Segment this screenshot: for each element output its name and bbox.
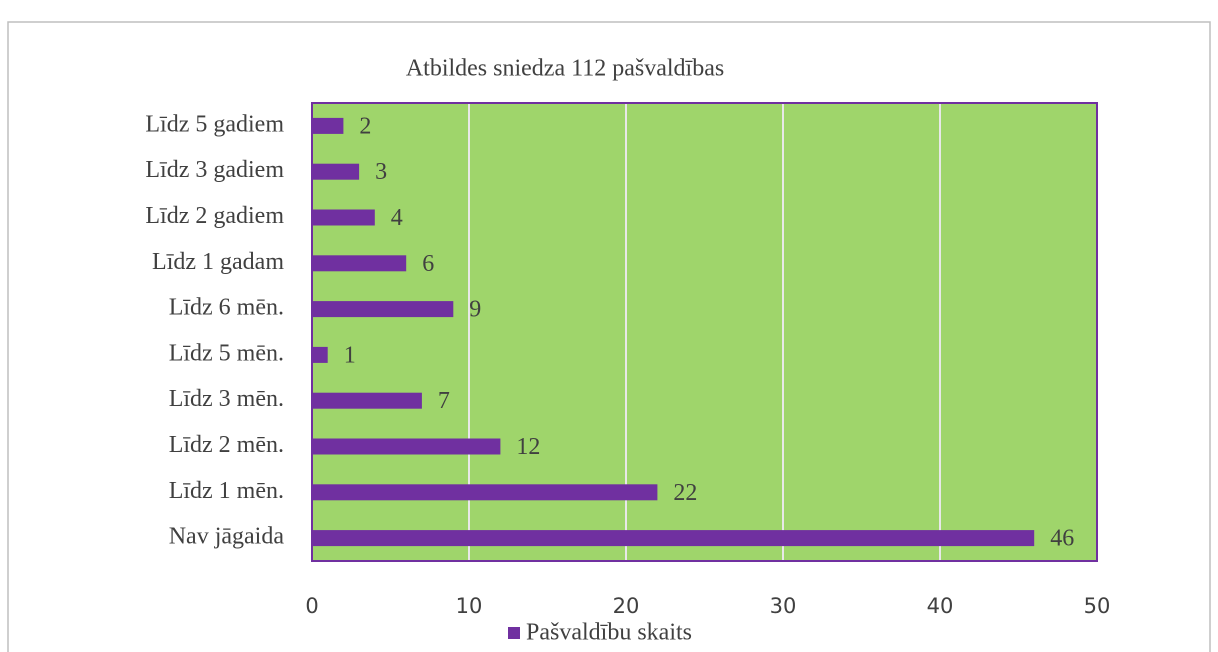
legend-label: Pašvaldību skaits: [526, 620, 692, 646]
data-label: 1: [344, 342, 356, 368]
bar: [312, 301, 454, 318]
y-tick-label: Līdz 2 mēn.: [169, 432, 284, 458]
bar: [312, 530, 1035, 547]
plot-border: [311, 102, 1098, 562]
x-tick-label: 30: [770, 594, 797, 618]
bar: [312, 484, 658, 501]
data-label: 7: [438, 388, 450, 414]
bar: [312, 117, 344, 134]
x-tick-label: 40: [927, 594, 954, 618]
x-tick-label: 50: [1084, 594, 1111, 618]
data-label: 6: [422, 251, 434, 277]
chart-title: Atbildes sniedza 112 pašvaldības: [406, 56, 724, 82]
legend-swatch: [508, 627, 520, 639]
x-tick-label: 0: [305, 594, 318, 618]
bar: [312, 209, 375, 226]
data-label: 9: [469, 297, 481, 323]
bar: [312, 438, 501, 455]
data-label: 22: [673, 480, 697, 506]
x-tick-label: 20: [613, 594, 640, 618]
y-tick-label: Līdz 3 gadiem: [145, 157, 284, 183]
y-tick-label: Līdz 5 mēn.: [169, 340, 284, 366]
y-tick-label: Līdz 2 gadiem: [145, 203, 284, 229]
y-tick-label: Līdz 3 mēn.: [169, 386, 284, 412]
y-tick-label: Nav jāgaida: [169, 524, 285, 550]
data-label: 46: [1050, 526, 1074, 552]
bar: [312, 163, 360, 180]
y-tick-label: Līdz 1 gadam: [152, 249, 284, 275]
x-tick-label: 10: [456, 594, 483, 618]
data-label: 4: [391, 205, 403, 231]
y-tick-label: Līdz 5 gadiem: [145, 111, 284, 137]
y-tick-label: Līdz 1 mēn.: [169, 478, 284, 504]
bar: [312, 255, 407, 272]
data-label: 2: [359, 113, 371, 139]
data-label: 12: [516, 434, 540, 460]
bar: [312, 392, 422, 409]
y-tick-label: Līdz 6 mēn.: [169, 295, 284, 321]
bar: [312, 346, 328, 363]
data-label: 3: [375, 159, 387, 185]
